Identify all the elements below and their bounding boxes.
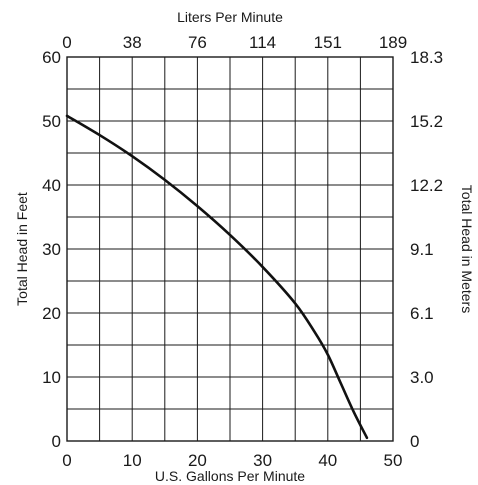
top-tick-label: 0 (62, 33, 71, 52)
y-axis-title: Total Head in Feet (14, 192, 30, 306)
grid-lines (67, 57, 393, 441)
x-tick-label: 30 (253, 451, 272, 470)
x-tick-label: 40 (318, 451, 337, 470)
right-tick-label: 6.1 (410, 304, 434, 323)
right-tick-label: 15.2 (410, 112, 443, 131)
right-tick-label: 18.3 (410, 48, 443, 67)
top-tick-label: 38 (123, 33, 142, 52)
right-tick-label: 12.2 (410, 176, 443, 195)
right-axis-title: Total Head in Meters (459, 185, 475, 313)
plot-frame (66, 56, 394, 442)
top-tick-label: 76 (188, 33, 207, 52)
x-tick-label: 20 (188, 451, 207, 470)
top-tick-label: 151 (314, 33, 342, 52)
right-tick-label: 9.1 (410, 240, 434, 259)
top-tick-label: 114 (249, 33, 276, 52)
y-tick-label: 30 (42, 240, 61, 259)
y-tick-label: 10 (42, 368, 61, 387)
right-tick-label: 0 (410, 432, 419, 451)
series-line-head-curve (65, 114, 369, 440)
top-tick-label: 189 (379, 33, 407, 52)
y-tick-label: 40 (42, 176, 61, 195)
x-axis-title: U.S. Gallons Per Minute (155, 468, 305, 484)
y-tick-label: 60 (42, 48, 61, 67)
right-tick-label: 3.0 (410, 368, 434, 387)
y-tick-label: 50 (42, 112, 61, 131)
top-axis-title: Liters Per Minute (177, 9, 283, 25)
x-tick-label: 0 (62, 451, 71, 470)
x-tick-label: 10 (123, 451, 142, 470)
x-tick-label: 50 (384, 451, 403, 470)
tick-labels: 0 10 20 30 40 500 38 76 114 151 189010203040506003… (42, 33, 443, 470)
y-tick-label: 0 (52, 432, 61, 451)
y-tick-label: 20 (42, 304, 61, 323)
